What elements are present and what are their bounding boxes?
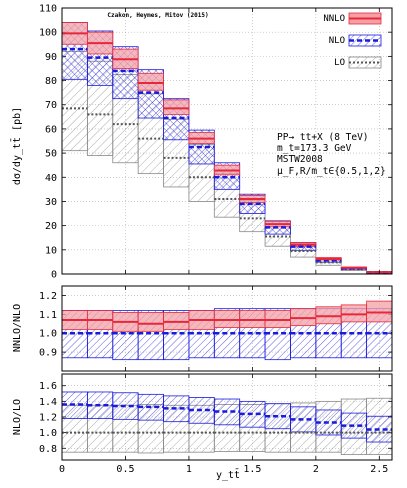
legend-label-nlo: NLO [329, 36, 345, 46]
y-tick-label: 1.1 [39, 310, 57, 321]
band-nnlo [137, 312, 164, 332]
y-tick-label: 110 [39, 4, 57, 15]
ratio2-ylabel: NLO/LO [12, 399, 23, 435]
y-tick-label: 30 [45, 197, 57, 208]
x-tick-label: 0 [59, 464, 65, 475]
y-tick-label: 1.2 [39, 413, 57, 424]
band-nnlo [137, 72, 164, 91]
main-ylabel: dσ/dy_tt̄ [pb] [10, 107, 23, 185]
y-tick-label: 90 [45, 52, 57, 63]
legend-label-nnlo: NNLO [323, 14, 345, 24]
x-tick-label: 0.5 [116, 464, 134, 475]
y-tick-label: 0.8 [39, 444, 57, 455]
band-nnlo [163, 99, 190, 115]
main-panel: 0 10 20 30 40 50 60 70 80 90 100 110 [39, 4, 393, 281]
info-line: PP→ tt+X (8 TeV) [277, 132, 369, 143]
y-tick-label: 60 [45, 124, 57, 135]
xlabel: y_tt̄ [216, 468, 240, 481]
legend-label-lo: LO [334, 58, 345, 68]
legend: NNLO NLO LO [323, 12, 382, 69]
info-line: MSTW2008 [277, 154, 323, 165]
panel-frame [61, 7, 393, 275]
ratio-nlo-lo-panel: 0.8 1.0 1.2 1.4 1.6 0 0.5 1 1.5 2 2.5 [39, 373, 393, 475]
ratio1-ylabel: NNLO/NLO [12, 304, 23, 352]
y-tick-label: 40 [45, 173, 57, 184]
y-tick-label: 1.2 [39, 291, 57, 302]
y-tick-label: 20 [45, 221, 57, 232]
y-tick-label: 1.6 [39, 381, 57, 392]
y-tick-label: 0.9 [39, 348, 57, 359]
y-tick-label: 80 [45, 76, 57, 87]
panel-frame [61, 285, 393, 372]
y-tick-label: 1.0 [39, 428, 57, 439]
panel-frame [61, 373, 393, 461]
x-tick-label: 1 [186, 464, 192, 475]
y-tick-label: 100 [39, 28, 57, 39]
info-line: μ_F,R/m_t∈{0.5,1,2} [277, 166, 386, 177]
credit-text: Czakon, Heymes, Mitov (2015) [107, 12, 208, 19]
info-line: m_t=173.3 GeV [277, 143, 352, 154]
x-tick-label: 1.5 [243, 464, 261, 475]
x-tick-label: 2.5 [370, 464, 388, 475]
y-tick-label: 1.4 [39, 397, 57, 408]
y-tick-label: 50 [45, 149, 57, 160]
y-tick-label: 0 [51, 270, 57, 281]
info-block: PP→ tt+X (8 TeV) m_t=173.3 GeV MSTW2008 … [277, 132, 386, 177]
ratio-nnlo-nlo-panel: 0.9 1.0 1.1 1.2 [39, 285, 393, 372]
y-tick-label: 10 [45, 245, 57, 256]
y-tick-label: 70 [45, 100, 57, 111]
x-tick-label: 2 [313, 464, 319, 475]
y-tick-label: 1.0 [39, 329, 57, 340]
